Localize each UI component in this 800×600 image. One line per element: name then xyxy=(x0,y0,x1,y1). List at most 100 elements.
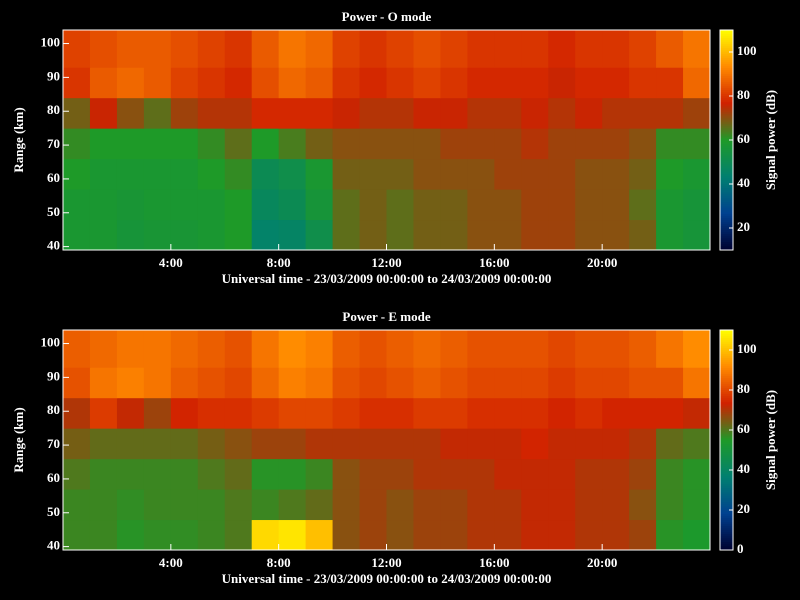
heatmap-cell xyxy=(683,97,711,129)
colorbar-step xyxy=(720,76,733,79)
colorbar-step xyxy=(720,424,733,427)
heatmap-cell xyxy=(548,330,576,368)
heatmap-cell xyxy=(548,67,576,99)
chart-title: Power - O mode xyxy=(342,9,432,24)
y-tick-label: 60 xyxy=(47,170,60,185)
colorbar-step xyxy=(720,130,733,133)
heatmap-cell xyxy=(251,30,280,68)
heatmap-cell xyxy=(63,189,91,221)
colorbar-frame xyxy=(719,329,734,551)
colorbar-step xyxy=(720,60,733,63)
colorbar-step xyxy=(720,408,733,411)
heatmap-cell xyxy=(332,189,361,221)
colorbar-step xyxy=(720,248,733,251)
x-tick-label: 12:00 xyxy=(371,555,401,570)
heatmap-cell xyxy=(332,367,361,399)
heatmap-cell xyxy=(332,330,361,368)
colorbar-step xyxy=(720,444,733,447)
colorbar-label: Signal power (dB) xyxy=(763,390,778,490)
heatmap-cell xyxy=(521,97,549,129)
heatmap-cell xyxy=(656,397,684,429)
y-tick-label: 50 xyxy=(47,204,60,219)
y-axis-label: Range (km) xyxy=(11,407,26,472)
heatmap-cell xyxy=(494,67,522,99)
colorbar-step xyxy=(720,34,733,37)
heatmap-cell xyxy=(143,458,172,490)
heatmap-cell xyxy=(224,330,253,368)
heatmap-cell xyxy=(89,367,118,399)
heatmap-cell xyxy=(170,519,199,551)
heatmap-cell xyxy=(575,397,603,429)
y-tick-label: 70 xyxy=(47,136,60,151)
colorbar-step xyxy=(720,126,733,129)
colorbar-step xyxy=(720,52,733,55)
colorbar-step xyxy=(720,530,733,533)
heatmap-cell xyxy=(224,397,253,429)
heatmap-cell xyxy=(575,330,603,368)
colorbar-step xyxy=(720,32,733,35)
heatmap-cell xyxy=(305,519,334,551)
heatmap-cell xyxy=(683,189,711,221)
colorbar-step xyxy=(720,506,733,509)
colorbar-step xyxy=(720,470,733,473)
colorbar-step xyxy=(720,226,733,229)
heatmap-cell xyxy=(116,189,145,221)
colorbar-step xyxy=(720,238,733,241)
heatmap-cell xyxy=(656,428,684,460)
heatmap-cell xyxy=(575,458,603,490)
colorbar-step xyxy=(720,182,733,185)
heatmap-cell xyxy=(386,128,414,160)
heatmap-cell xyxy=(170,219,199,251)
colorbar-step xyxy=(720,334,733,337)
y-axis-label: Range (km) xyxy=(11,107,26,172)
colorbar-step xyxy=(720,358,733,361)
heatmap-cell xyxy=(116,458,145,490)
heatmap-cell xyxy=(251,397,280,429)
colorbar-step xyxy=(720,368,733,371)
colorbar-step xyxy=(720,42,733,45)
colorbar-step xyxy=(720,202,733,205)
heatmap-cell xyxy=(548,519,576,551)
colorbar-tick-label: 80 xyxy=(737,381,750,396)
heatmap-cell xyxy=(683,428,711,460)
colorbar-step xyxy=(720,524,733,527)
heatmap-cell xyxy=(224,67,253,99)
colorbar-step xyxy=(720,372,733,375)
heatmap-cell xyxy=(629,330,657,368)
colorbar-step xyxy=(720,380,733,383)
heatmap-cell xyxy=(170,158,199,190)
heatmap-cell xyxy=(521,428,549,460)
heatmap-cell xyxy=(89,330,118,368)
heatmap-cell xyxy=(332,158,361,190)
colorbar-step xyxy=(720,528,733,531)
heatmap-cell xyxy=(305,330,334,368)
heatmap-cell xyxy=(116,428,145,460)
heatmap-cell xyxy=(656,128,684,160)
heatmap-cell xyxy=(548,489,576,521)
colorbar-step xyxy=(720,160,733,163)
colorbar-step xyxy=(720,376,733,379)
heatmap-cell xyxy=(63,428,91,460)
heatmap-cell xyxy=(116,30,145,68)
heatmap-cell xyxy=(467,330,495,368)
heatmap-cell xyxy=(575,30,603,68)
heatmap-cell xyxy=(305,489,334,521)
heatmap-cell xyxy=(224,128,253,160)
heatmap-cell xyxy=(170,367,199,399)
heatmap-cell xyxy=(629,489,657,521)
heatmap-cell xyxy=(332,397,361,429)
heatmap-cell xyxy=(305,397,334,429)
colorbar-step xyxy=(720,514,733,517)
colorbar-step xyxy=(720,476,733,479)
colorbar-step xyxy=(720,508,733,511)
heatmap-cell xyxy=(683,519,711,551)
y-tick-label: 50 xyxy=(47,504,60,519)
heatmap-cell xyxy=(89,67,118,99)
heatmap-cell xyxy=(197,219,226,251)
colorbar-step xyxy=(720,474,733,477)
colorbar-step xyxy=(720,452,733,455)
heatmap-cell xyxy=(602,189,630,221)
colorbar-step xyxy=(720,436,733,439)
heatmap-cell xyxy=(575,519,603,551)
